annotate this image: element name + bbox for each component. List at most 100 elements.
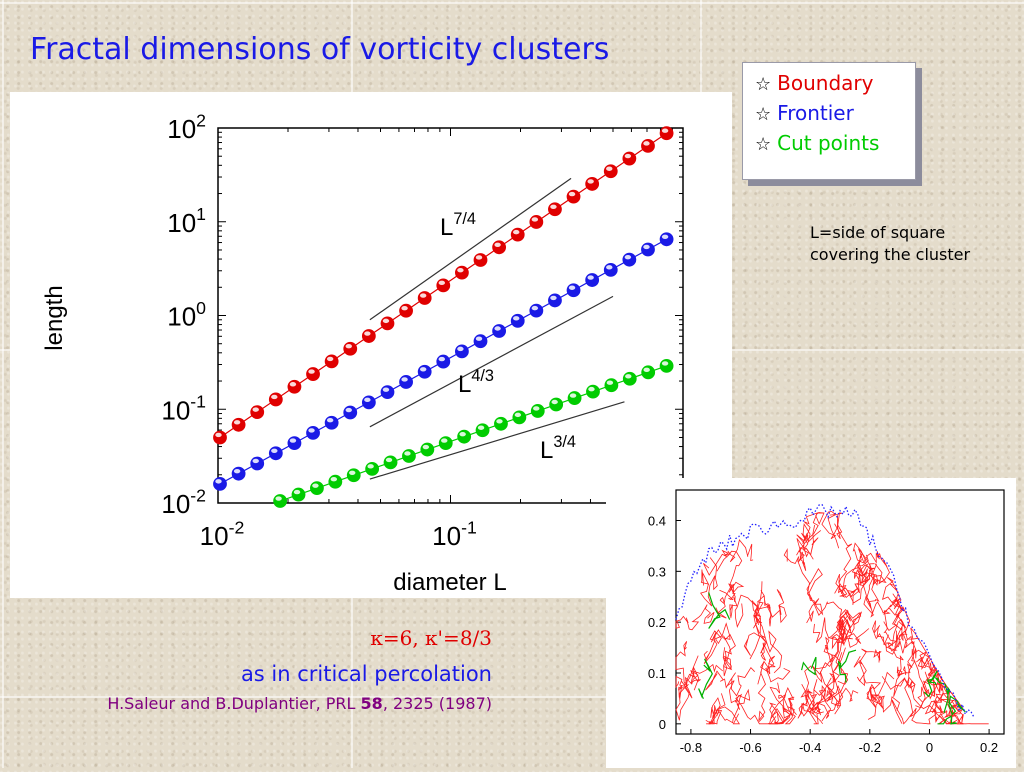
data-point-highlight [382, 387, 390, 392]
y-tick-label: 10-2 [161, 485, 206, 519]
data-point-highlight [330, 477, 338, 482]
data-point [585, 177, 600, 191]
cluster-boundary-path [675, 604, 715, 631]
data-point [343, 341, 358, 356]
data-point [324, 415, 339, 430]
cluster-boundary-path [829, 647, 859, 708]
cluster-boundary-path [867, 671, 895, 720]
data-point [659, 232, 674, 247]
data-point-highlight [531, 305, 539, 311]
data-point-highlight [215, 479, 222, 484]
data-point [494, 416, 508, 431]
data-point [567, 391, 582, 405]
data-point [361, 329, 376, 343]
inset-y-tick-label: 0.2 [648, 615, 666, 630]
reference-line [369, 177, 572, 321]
cluster-boundary-path [888, 646, 929, 696]
data-point-highlight [625, 374, 632, 379]
data-point [455, 265, 469, 280]
data-point-highlight [643, 141, 650, 146]
data-point [402, 449, 416, 463]
data-point [604, 378, 619, 393]
data-point [566, 283, 581, 298]
data-point [436, 278, 451, 293]
data-point [659, 359, 674, 373]
data-point-highlight [588, 386, 595, 392]
cluster-boundary-path [881, 666, 908, 697]
data-point [512, 410, 527, 425]
cluster-boundary-path [872, 620, 904, 649]
data-point [622, 151, 637, 166]
y-tick-label: 100 [167, 298, 206, 332]
data-point [380, 316, 395, 331]
data-point [457, 429, 472, 444]
kappa-values: κ=6, κ'=8/3 [370, 626, 492, 650]
legend-item-frontier: ☆ Frontier [755, 101, 854, 125]
series-line [279, 365, 667, 502]
data-point [417, 364, 432, 379]
data-point-highlight [252, 407, 259, 412]
cluster-boundary-path [893, 613, 931, 671]
citation-authors: H.Saleur and B.Duplantier, PRL [107, 694, 361, 713]
data-point-highlight [326, 356, 334, 362]
data-point [436, 354, 451, 369]
note-line: covering the cluster [810, 245, 971, 264]
data-point [346, 468, 361, 483]
data-point [603, 164, 618, 179]
cluster-cut-points-path [934, 676, 951, 714]
data-point [455, 344, 469, 359]
data-point [213, 430, 227, 445]
legend-item-boundary: ☆ Boundary [755, 71, 873, 95]
data-point [328, 474, 343, 489]
legend-item-cut-points: ☆ Cut points [755, 131, 879, 155]
data-point-highlight [643, 367, 650, 373]
data-point-highlight [345, 407, 352, 413]
data-point-highlight [349, 470, 356, 475]
data-point-highlight [587, 275, 594, 280]
data-point-highlight [494, 242, 501, 248]
cluster-boundary-path [909, 686, 937, 725]
data-point-highlight [661, 234, 669, 239]
cluster-boundary-path [813, 618, 852, 670]
data-point [213, 476, 227, 491]
data-point-highlight [550, 295, 557, 301]
star-icon: ☆ [755, 74, 772, 95]
inset-chart-svg: -0.8 -0.6 -0.4 -0.2 0 0.2 0 0.1 0.2 0.3 0.4 [648, 489, 1005, 755]
data-point-highlight [271, 448, 278, 453]
data-point [250, 456, 265, 471]
data-point [475, 423, 490, 438]
data-point-highlight [568, 191, 576, 197]
cluster-boundary-path [757, 655, 776, 722]
cluster-boundary-path [769, 682, 796, 725]
inset-y-tick-label: 0.1 [648, 666, 666, 681]
cluster-boundary-path [821, 510, 843, 549]
data-point-highlight [568, 285, 576, 290]
inset-y-tick-label: 0.3 [648, 564, 666, 579]
data-point [622, 371, 637, 386]
inset-x-tick-label: -0.6 [739, 740, 761, 755]
data-point-highlight [382, 318, 390, 324]
cluster-boundary-path [870, 597, 900, 642]
inset-frame [675, 489, 1005, 735]
data-point [310, 481, 324, 496]
data-point [438, 436, 453, 451]
cluster-cut-points-path [801, 656, 817, 676]
inset-y-tick-label: 0 [659, 717, 666, 732]
data-point [343, 405, 358, 420]
cluster-boundary-path [675, 641, 693, 699]
cluster-boundary-path [722, 634, 736, 677]
data-point-highlight [459, 431, 466, 437]
data-point-highlight [252, 458, 259, 464]
data-point [622, 252, 637, 267]
cluster-boundary-path [806, 598, 851, 633]
x-tick-label: 10-1 [432, 517, 477, 551]
data-point [291, 487, 306, 502]
data-point-highlight [569, 393, 577, 398]
data-point [399, 303, 413, 318]
cluster-cut-points-path [698, 658, 713, 699]
inset-x-tick-label: 0.2 [980, 740, 998, 755]
reference-line-label: L4/3 [458, 367, 494, 398]
cluster-boundary-path [834, 523, 853, 598]
data-point-highlight [494, 326, 501, 331]
